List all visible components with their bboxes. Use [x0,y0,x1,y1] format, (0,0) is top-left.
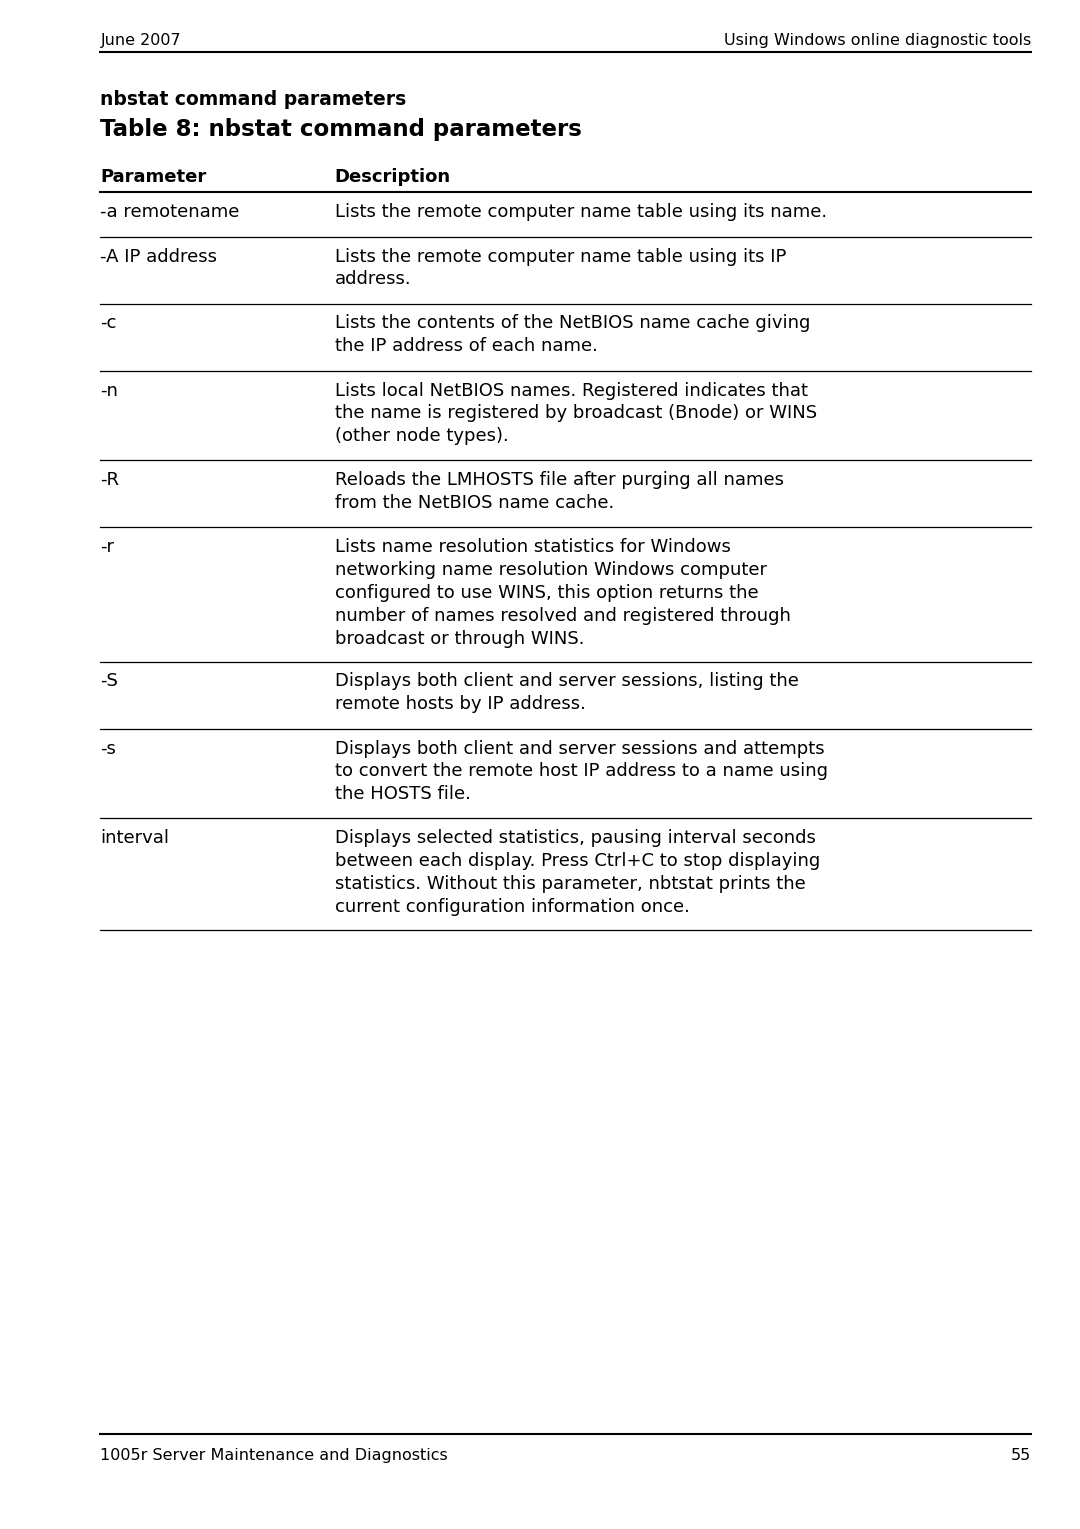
Text: Description: Description [335,168,451,187]
Text: -S: -S [100,673,119,691]
Text: -r: -r [100,538,114,557]
Text: -s: -s [100,740,117,757]
Text: Using Windows online diagnostic tools: Using Windows online diagnostic tools [725,34,1031,47]
Text: -n: -n [100,382,119,399]
Text: Displays both client and server sessions and attempts
to convert the remote host: Displays both client and server sessions… [335,740,827,803]
Text: Lists the remote computer name table using its name.: Lists the remote computer name table usi… [335,203,827,222]
Text: 1005r Server Maintenance and Diagnostics: 1005r Server Maintenance and Diagnostics [100,1448,448,1463]
Text: Table 8: nbstat command parameters: Table 8: nbstat command parameters [100,118,582,141]
Text: nbstat command parameters: nbstat command parameters [100,90,407,109]
Text: -R: -R [100,471,120,489]
Text: -A IP address: -A IP address [100,248,217,266]
Text: -a remotename: -a remotename [100,203,240,222]
Text: 55: 55 [1011,1448,1031,1463]
Text: Lists local NetBIOS names. Registered indicates that
the name is registered by b: Lists local NetBIOS names. Registered in… [335,382,816,445]
Text: Lists the contents of the NetBIOS name cache giving
the IP address of each name.: Lists the contents of the NetBIOS name c… [335,315,810,355]
Text: interval: interval [100,829,170,847]
Text: -c: -c [100,315,117,332]
Text: June 2007: June 2007 [100,34,181,47]
Text: Displays both client and server sessions, listing the
remote hosts by IP address: Displays both client and server sessions… [335,673,799,714]
Text: Lists name resolution statistics for Windows
networking name resolution Windows : Lists name resolution statistics for Win… [335,538,791,648]
Text: Displays selected statistics, pausing interval seconds
between each display. Pre: Displays selected statistics, pausing in… [335,829,820,916]
Text: Lists the remote computer name table using its IP
address.: Lists the remote computer name table usi… [335,248,786,289]
Text: Parameter: Parameter [100,168,206,187]
Text: Reloads the LMHOSTS file after purging all names
from the NetBIOS name cache.: Reloads the LMHOSTS file after purging a… [335,471,784,512]
